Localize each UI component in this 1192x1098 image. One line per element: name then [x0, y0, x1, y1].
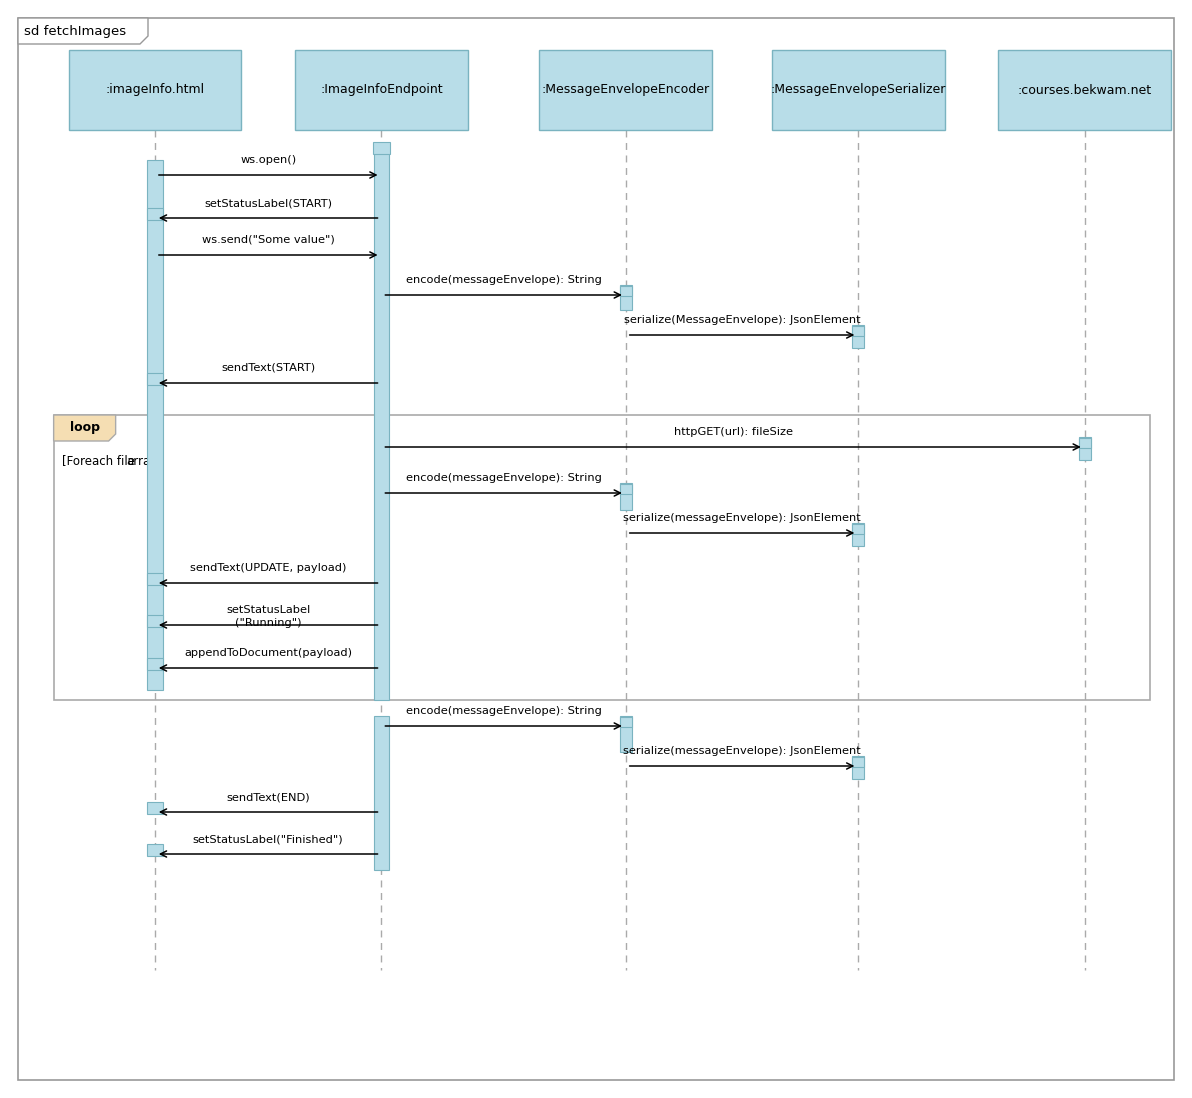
- FancyBboxPatch shape: [148, 160, 162, 690]
- FancyBboxPatch shape: [147, 844, 163, 856]
- Text: setStatusLabel: setStatusLabel: [226, 605, 310, 615]
- FancyBboxPatch shape: [147, 573, 163, 585]
- Text: sd fetchImages: sd fetchImages: [24, 24, 126, 37]
- Text: setStatusLabel(START): setStatusLabel(START): [204, 198, 333, 208]
- Text: sendText(UPDATE, payload): sendText(UPDATE, payload): [190, 563, 347, 573]
- Text: :MessageEnvelopeEncoder: :MessageEnvelopeEncoder: [541, 83, 710, 97]
- FancyBboxPatch shape: [999, 51, 1171, 130]
- FancyBboxPatch shape: [852, 757, 864, 778]
- FancyBboxPatch shape: [374, 152, 389, 701]
- Polygon shape: [54, 415, 116, 441]
- Text: array]: array]: [126, 455, 162, 468]
- Text: serialize(messageEnvelope): JsonElement: serialize(messageEnvelope): JsonElement: [623, 513, 861, 523]
- Text: :courses.bekwam.net: :courses.bekwam.net: [1018, 83, 1151, 97]
- Text: :MessageEnvelopeSerializer: :MessageEnvelopeSerializer: [770, 83, 946, 97]
- Text: :ImageInfoEndpoint: :ImageInfoEndpoint: [321, 83, 442, 97]
- FancyBboxPatch shape: [620, 716, 632, 752]
- Text: encode(messageEnvelope): String: encode(messageEnvelope): String: [405, 706, 602, 716]
- FancyBboxPatch shape: [620, 484, 632, 494]
- FancyBboxPatch shape: [69, 51, 241, 130]
- Text: appendToDocument(payload): appendToDocument(payload): [185, 648, 352, 658]
- Text: ws.send("Some value"): ws.send("Some value"): [201, 235, 335, 245]
- FancyBboxPatch shape: [147, 208, 163, 220]
- Text: :imageInfo.html: :imageInfo.html: [105, 83, 205, 97]
- Text: setStatusLabel("Finished"): setStatusLabel("Finished"): [193, 834, 343, 844]
- FancyBboxPatch shape: [1079, 437, 1091, 460]
- Text: serialize(MessageEnvelope): JsonElement: serialize(MessageEnvelope): JsonElement: [623, 315, 861, 325]
- Text: sendText(START): sendText(START): [222, 363, 315, 373]
- Polygon shape: [18, 18, 148, 44]
- FancyBboxPatch shape: [620, 483, 632, 509]
- FancyBboxPatch shape: [852, 325, 864, 348]
- Text: [Foreach file: [Foreach file: [62, 455, 135, 468]
- FancyBboxPatch shape: [373, 142, 390, 154]
- FancyBboxPatch shape: [18, 18, 1174, 1080]
- FancyBboxPatch shape: [620, 717, 632, 727]
- FancyBboxPatch shape: [852, 757, 864, 768]
- Text: serialize(messageEnvelope): JsonElement: serialize(messageEnvelope): JsonElement: [623, 746, 861, 757]
- Text: encode(messageEnvelope): String: encode(messageEnvelope): String: [405, 274, 602, 285]
- FancyBboxPatch shape: [620, 285, 632, 296]
- FancyBboxPatch shape: [147, 802, 163, 814]
- Text: sendText(END): sendText(END): [226, 792, 310, 802]
- FancyBboxPatch shape: [294, 51, 467, 130]
- FancyBboxPatch shape: [852, 523, 864, 546]
- FancyBboxPatch shape: [540, 51, 713, 130]
- Text: loop: loop: [69, 422, 100, 435]
- FancyBboxPatch shape: [620, 285, 632, 310]
- FancyBboxPatch shape: [374, 716, 389, 870]
- FancyBboxPatch shape: [852, 524, 864, 534]
- FancyBboxPatch shape: [147, 615, 163, 627]
- FancyBboxPatch shape: [852, 326, 864, 336]
- FancyBboxPatch shape: [1079, 438, 1091, 448]
- Text: encode(messageEnvelope): String: encode(messageEnvelope): String: [405, 473, 602, 483]
- Text: httpGET(url): fileSize: httpGET(url): fileSize: [673, 427, 793, 437]
- FancyBboxPatch shape: [772, 51, 945, 130]
- Text: ws.open(): ws.open(): [240, 155, 297, 165]
- FancyBboxPatch shape: [147, 658, 163, 670]
- FancyBboxPatch shape: [147, 373, 163, 385]
- Text: ("Running"): ("Running"): [235, 618, 302, 628]
